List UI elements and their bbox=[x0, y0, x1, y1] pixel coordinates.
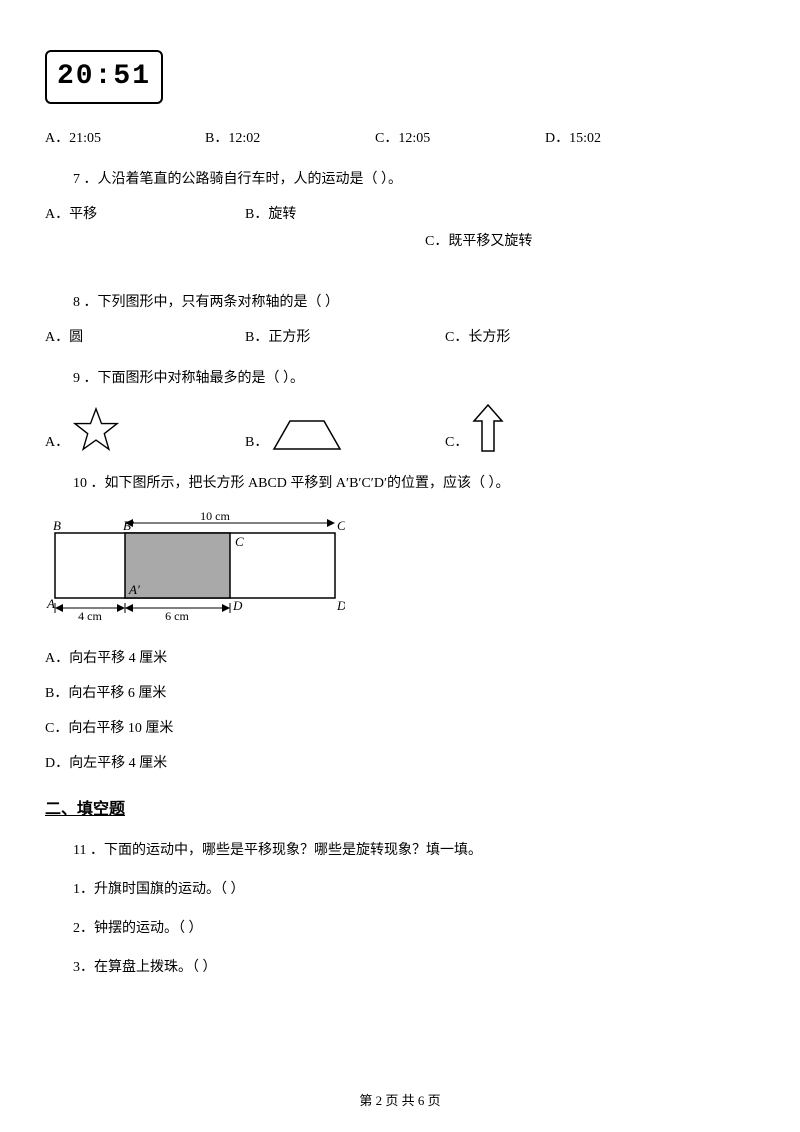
q7-opt-c-val: 既平移又旋转 bbox=[448, 234, 532, 249]
section2-title: 二、填空题 bbox=[45, 798, 755, 822]
q10-question: 10 ．如下图所示，把长方形 ABCD 平移到 A′B′C′D′的位置，应该（ … bbox=[45, 473, 755, 494]
q6-opt-c-val: 12:05 bbox=[398, 131, 430, 146]
q8-num: 8 bbox=[73, 295, 80, 310]
q8-opt-c: C．长方形 bbox=[445, 327, 645, 348]
q11-text: ．下面的运动中，哪些是平移现象？哪些是旋转现象？填一填。 bbox=[90, 843, 482, 858]
q8-text: ．下列图形中，只有两条对称轴的是（ ） bbox=[84, 295, 340, 310]
q11-num: 11 bbox=[73, 843, 86, 858]
q8-opt-b: B．正方形 bbox=[245, 327, 445, 348]
q7-opt-b: B．旋转 bbox=[245, 204, 445, 225]
q10-opt-a-val: 向右平移 4 厘米 bbox=[69, 651, 167, 666]
digital-clock: 20:51 bbox=[45, 50, 163, 104]
q6-opt-b: B．12:02 bbox=[205, 128, 375, 149]
q9-opt-a: A． bbox=[45, 407, 245, 453]
label-A: A bbox=[46, 596, 55, 611]
label-10cm: 10 cm bbox=[200, 509, 230, 523]
label-C: C bbox=[235, 534, 244, 549]
q8-opt-a-val: 圆 bbox=[69, 330, 83, 345]
q10-num: 10 bbox=[73, 476, 87, 491]
q7-num: 7 bbox=[73, 172, 80, 187]
q7-opt-a: A．平移 bbox=[45, 204, 245, 225]
q6-opt-c: C．12:05 bbox=[375, 128, 545, 149]
q11-question: 11 ．下面的运动中，哪些是平移现象？哪些是旋转现象？填一填。 bbox=[45, 840, 755, 861]
q9-opt-b: B． bbox=[245, 417, 445, 453]
label-Cp: C′ bbox=[337, 518, 345, 533]
q10-figure: 10 cm 4 cm 6 cm B B′ C C′ A A′ D D′ bbox=[45, 508, 755, 630]
q8-opt-a: A．圆 bbox=[45, 327, 245, 348]
label-4cm: 4 cm bbox=[78, 609, 102, 623]
arrow-up-icon bbox=[472, 403, 504, 453]
q11-item-3: 3．在算盘上拨珠。（ ） bbox=[45, 957, 755, 978]
q9-options-row: A． B． C． bbox=[45, 403, 755, 453]
q10-opt-b-val: 向右平移 6 厘米 bbox=[68, 686, 166, 701]
q9-question: 9 ．下面图形中对称轴最多的是（ ）。 bbox=[45, 368, 755, 389]
q7-text: ．人沿着笔直的公路骑自行车时，人的运动是（ ）。 bbox=[84, 172, 403, 187]
q6-opt-d: D．15:02 bbox=[545, 128, 705, 149]
label-B: B bbox=[53, 518, 61, 533]
q10-opt-d: D．向左平移 4 厘米 bbox=[45, 753, 755, 774]
q10-opt-a: A．向右平移 4 厘米 bbox=[45, 648, 755, 669]
q10-text: ．如下图所示，把长方形 ABCD 平移到 A′B′C′D′的位置，应该（ ）。 bbox=[91, 476, 510, 491]
q7-opt-a-val: 平移 bbox=[69, 207, 97, 222]
q10-opt-c: C．向右平移 10 厘米 bbox=[45, 718, 755, 739]
q6-opt-b-val: 12:02 bbox=[228, 131, 260, 146]
q10-opt-d-val: 向左平移 4 厘米 bbox=[69, 756, 167, 771]
q11-item-2: 2．钟摆的运动。（ ） bbox=[45, 918, 755, 939]
label-Ap: A′ bbox=[128, 582, 140, 597]
q8-options-row: A．圆 B．正方形 C．长方形 bbox=[45, 327, 755, 348]
q8-opt-c-val: 长方形 bbox=[468, 330, 510, 345]
q6-opt-a-val: 21:05 bbox=[69, 131, 101, 146]
label-Bp: B′ bbox=[123, 518, 134, 533]
q6-options-row: A．21:05 B．12:02 C．12:05 D．15:02 bbox=[45, 128, 755, 149]
label-Dp: D′ bbox=[336, 598, 345, 613]
q7-options-row: A．平移 B．旋转 bbox=[45, 204, 755, 225]
page-footer: 第 2 页 共 6 页 bbox=[0, 1091, 800, 1111]
q7-opt-c: C．既平移又旋转 bbox=[425, 231, 532, 252]
trapezoid-icon bbox=[272, 417, 342, 453]
q10-opt-c-val: 向右平移 10 厘米 bbox=[68, 721, 173, 736]
label-D: D bbox=[232, 598, 243, 613]
q9-num: 9 bbox=[73, 371, 80, 386]
q7-question: 7 ．人沿着笔直的公路骑自行车时，人的运动是（ ）。 bbox=[45, 169, 755, 190]
q9-opt-c: C． bbox=[445, 403, 645, 453]
q8-opt-b-val: 正方形 bbox=[268, 330, 310, 345]
label-6cm: 6 cm bbox=[165, 609, 189, 623]
q10-opt-b: B．向右平移 6 厘米 bbox=[45, 683, 755, 704]
q7-opt-b-val: 旋转 bbox=[268, 207, 296, 222]
q9-text: ．下面图形中对称轴最多的是（ ）。 bbox=[84, 371, 305, 386]
q11-item-1: 1．升旗时国旗的运动。（ ） bbox=[45, 879, 755, 900]
q7-options-row2: C．既平移又旋转 bbox=[45, 231, 755, 252]
q8-question: 8 ．下列图形中，只有两条对称轴的是（ ） bbox=[45, 292, 755, 313]
q6-opt-d-val: 15:02 bbox=[569, 131, 601, 146]
star-icon bbox=[73, 407, 119, 453]
q6-opt-a: A．21:05 bbox=[45, 128, 205, 149]
